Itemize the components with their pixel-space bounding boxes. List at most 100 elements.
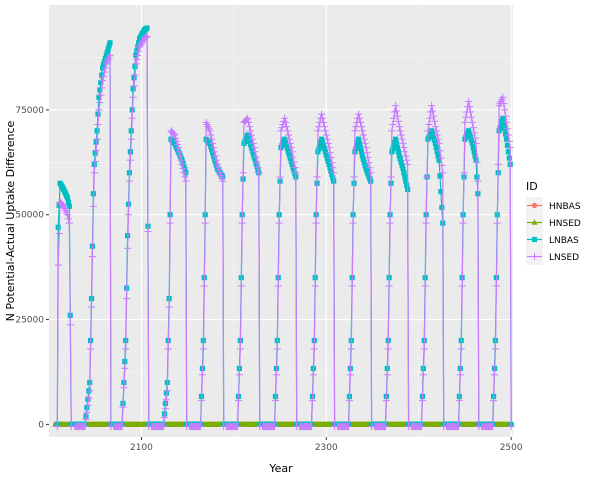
data-point bbox=[96, 94, 102, 100]
data-point bbox=[283, 139, 289, 145]
data-point bbox=[396, 127, 404, 135]
data-point bbox=[210, 148, 219, 156]
data-point bbox=[122, 345, 130, 353]
data-point bbox=[94, 120, 102, 129]
data-point bbox=[404, 160, 412, 168]
y-tick-label: 0 bbox=[38, 420, 44, 430]
data-point bbox=[392, 107, 401, 115]
x-tick-label: 2500 bbox=[500, 443, 523, 453]
data-point bbox=[283, 127, 292, 135]
data-point bbox=[239, 169, 247, 177]
data-point bbox=[501, 106, 509, 114]
data-point bbox=[101, 64, 109, 72]
data-point bbox=[503, 131, 509, 137]
data-point bbox=[237, 282, 245, 290]
data-point bbox=[362, 144, 370, 152]
data-point bbox=[181, 173, 189, 181]
data-point bbox=[82, 415, 90, 423]
data-point bbox=[54, 261, 62, 269]
data-point bbox=[86, 387, 94, 395]
data-point bbox=[104, 49, 110, 55]
data-point bbox=[361, 159, 367, 165]
data-point bbox=[119, 403, 127, 411]
data-point bbox=[135, 47, 143, 55]
data-point bbox=[173, 140, 182, 149]
data-point bbox=[489, 397, 498, 405]
data-point bbox=[206, 127, 214, 135]
data-point bbox=[436, 147, 444, 155]
data-point bbox=[325, 144, 333, 152]
data-point bbox=[273, 345, 281, 353]
data-point bbox=[128, 114, 136, 122]
data-point bbox=[212, 159, 218, 165]
data-point bbox=[359, 131, 367, 139]
data-point bbox=[98, 84, 106, 92]
data-point bbox=[383, 371, 391, 379]
data-point bbox=[426, 114, 434, 122]
data-point bbox=[142, 33, 150, 41]
data-point bbox=[285, 135, 293, 143]
data-point bbox=[402, 174, 408, 180]
legend-label-hnbas: HNBAS bbox=[549, 202, 581, 212]
data-point bbox=[471, 149, 477, 155]
data-point bbox=[470, 145, 476, 151]
data-point bbox=[288, 148, 296, 156]
data-point bbox=[270, 422, 279, 431]
data-point bbox=[501, 120, 507, 127]
data-point bbox=[107, 40, 113, 46]
data-point bbox=[491, 345, 500, 353]
data-point bbox=[472, 139, 480, 148]
data-point bbox=[130, 86, 136, 92]
data-point bbox=[395, 149, 401, 155]
data-point bbox=[285, 149, 291, 155]
legend-title: ID bbox=[526, 180, 538, 193]
data-point bbox=[179, 164, 187, 173]
data-point bbox=[99, 72, 105, 78]
data-point bbox=[492, 282, 500, 290]
data-point bbox=[275, 219, 283, 227]
data-point bbox=[399, 139, 407, 148]
data-point bbox=[208, 135, 216, 143]
data-point bbox=[87, 303, 96, 311]
data-point bbox=[530, 252, 539, 261]
data-point bbox=[103, 52, 109, 58]
data-point bbox=[81, 422, 89, 431]
data-point bbox=[174, 144, 183, 152]
data-point bbox=[55, 229, 63, 238]
data-point bbox=[102, 55, 108, 62]
data-point bbox=[272, 371, 280, 379]
data-point bbox=[390, 146, 396, 152]
data-point bbox=[238, 219, 246, 227]
data-point bbox=[64, 195, 71, 201]
data-point bbox=[467, 134, 474, 140]
data-point bbox=[454, 422, 463, 431]
data-point bbox=[292, 171, 298, 177]
data-point bbox=[348, 282, 356, 290]
data-point bbox=[422, 219, 430, 227]
data-point bbox=[309, 371, 317, 379]
data-point bbox=[438, 161, 446, 170]
data-point bbox=[466, 128, 472, 134]
data-point bbox=[95, 106, 103, 114]
data-point bbox=[124, 211, 133, 219]
data-point bbox=[418, 397, 427, 405]
data-point bbox=[254, 163, 262, 172]
data-point bbox=[367, 169, 375, 177]
data-point bbox=[350, 173, 358, 181]
data-point bbox=[469, 140, 475, 147]
data-point bbox=[503, 136, 510, 142]
data-point bbox=[85, 396, 91, 402]
data-point bbox=[358, 149, 365, 155]
data-point bbox=[357, 145, 364, 151]
data-point bbox=[162, 396, 170, 404]
data-point bbox=[91, 161, 97, 167]
data-point bbox=[243, 115, 251, 123]
data-point bbox=[200, 282, 208, 290]
data-point bbox=[394, 117, 402, 125]
data-point bbox=[428, 102, 436, 110]
data-point bbox=[209, 139, 217, 148]
data-point bbox=[319, 139, 326, 145]
data-point bbox=[123, 294, 131, 303]
data-point bbox=[134, 51, 142, 59]
data-point bbox=[144, 25, 150, 31]
